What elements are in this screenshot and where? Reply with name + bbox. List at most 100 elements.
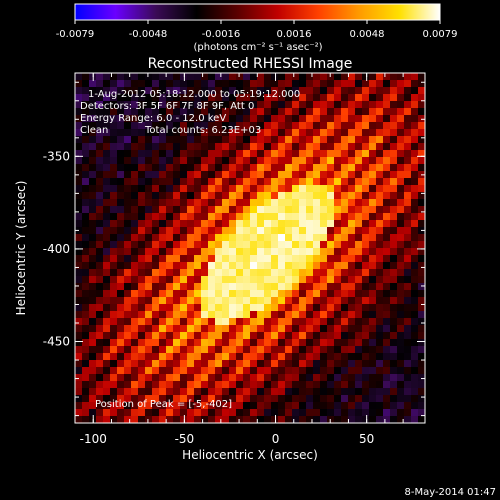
heatmap-cell xyxy=(341,122,349,130)
heatmap-cell xyxy=(194,388,202,396)
heatmap-cell xyxy=(82,129,90,137)
heatmap-cell xyxy=(292,241,300,249)
heatmap-cell xyxy=(292,339,300,347)
heatmap-cell xyxy=(75,199,83,207)
heatmap-cell xyxy=(390,136,398,144)
heatmap-cell xyxy=(96,157,104,165)
heatmap-cell xyxy=(187,136,195,144)
heatmap-cell xyxy=(194,374,202,382)
heatmap-cell xyxy=(383,325,391,333)
heatmap-cell xyxy=(110,101,118,109)
heatmap-cell xyxy=(103,262,111,270)
heatmap-cell xyxy=(215,227,223,235)
heatmap-cell xyxy=(236,199,244,207)
heatmap-cell xyxy=(194,262,202,270)
heatmap-cell xyxy=(222,381,230,389)
heatmap-cell xyxy=(166,269,174,277)
heatmap-cell xyxy=(404,122,412,130)
heatmap-cell xyxy=(292,185,300,193)
heatmap-cell xyxy=(327,241,335,249)
heatmap-cell xyxy=(187,395,195,403)
heatmap-cell xyxy=(187,206,195,214)
heatmap-cell xyxy=(194,192,202,200)
heatmap-cell xyxy=(341,227,349,235)
heatmap-cell xyxy=(278,94,286,102)
heatmap-cell xyxy=(173,276,181,284)
heatmap-cell xyxy=(271,339,279,347)
heatmap-cell xyxy=(278,297,286,305)
heatmap-cell xyxy=(390,164,398,172)
heatmap-cell xyxy=(369,283,377,291)
heatmap-cell xyxy=(250,206,258,214)
heatmap-cell xyxy=(180,115,188,123)
heatmap-cell xyxy=(201,234,209,242)
heatmap-cell xyxy=(236,241,244,249)
heatmap-cell xyxy=(250,283,258,291)
heatmap-cell xyxy=(208,381,216,389)
heatmap-cell xyxy=(208,94,216,102)
heatmap-cell xyxy=(327,395,335,403)
heatmap-cell xyxy=(117,192,125,200)
heatmap-cell xyxy=(89,171,97,179)
heatmap-cell xyxy=(313,248,321,256)
heatmap-cell xyxy=(131,94,139,102)
heatmap-cell xyxy=(362,101,370,109)
heatmap-cell xyxy=(208,136,216,144)
heatmap-cell xyxy=(369,185,377,193)
heatmap-cell xyxy=(138,241,146,249)
heatmap-cell xyxy=(124,73,132,81)
heatmap-cell xyxy=(376,220,384,228)
heatmap-cell xyxy=(138,227,146,235)
heatmap-cell xyxy=(180,192,188,200)
heatmap-cell xyxy=(362,192,370,200)
heatmap-cell xyxy=(96,136,104,144)
heatmap-cell xyxy=(243,353,251,361)
heatmap-cell xyxy=(138,206,146,214)
heatmap-cell xyxy=(320,269,328,277)
heatmap-cell xyxy=(117,178,125,186)
heatmap-cell xyxy=(327,381,335,389)
heatmap-cell xyxy=(222,318,230,326)
heatmap-cell xyxy=(362,150,370,158)
heatmap-cell xyxy=(320,80,328,88)
heatmap-cell xyxy=(292,332,300,340)
heatmap-cell xyxy=(138,87,146,95)
heatmap-cell xyxy=(75,388,83,396)
heatmap-cell xyxy=(292,409,300,417)
heatmap-cell xyxy=(117,332,125,340)
heatmap-cell xyxy=(348,87,356,95)
heatmap-cell xyxy=(362,241,370,249)
heatmap-cell xyxy=(334,108,342,116)
heatmap-cell xyxy=(397,94,405,102)
heatmap-cell xyxy=(278,402,286,410)
heatmap-cell xyxy=(229,297,237,305)
heatmap-cell xyxy=(411,150,419,158)
heatmap-cell xyxy=(299,171,307,179)
heatmap-cell xyxy=(390,101,398,109)
heatmap-cell xyxy=(292,171,300,179)
heatmap-cell xyxy=(327,157,335,165)
heatmap-cell xyxy=(117,185,125,193)
heatmap-cell xyxy=(82,388,90,396)
heatmap-cell xyxy=(390,416,398,423)
heatmap-cell xyxy=(194,346,202,354)
heatmap-cell xyxy=(173,80,181,88)
heatmap-cell xyxy=(187,171,195,179)
heatmap-cell xyxy=(173,283,181,291)
heatmap-cell xyxy=(229,395,237,403)
heatmap-cell xyxy=(145,199,153,207)
heatmap-cell xyxy=(103,150,111,158)
heatmap-cell xyxy=(369,311,377,319)
heatmap-cell xyxy=(124,94,132,102)
heatmap-cell xyxy=(271,409,279,417)
heatmap-cell xyxy=(313,381,321,389)
heatmap-cell xyxy=(103,339,111,347)
heatmap-cell xyxy=(411,402,419,410)
heatmap-cell xyxy=(138,367,146,375)
heatmap-cell xyxy=(376,129,384,137)
heatmap-cell xyxy=(418,115,425,123)
heatmap-cell xyxy=(285,241,293,249)
heatmap-cell xyxy=(278,339,286,347)
heatmap-cell xyxy=(222,115,230,123)
heatmap-cell xyxy=(404,185,412,193)
